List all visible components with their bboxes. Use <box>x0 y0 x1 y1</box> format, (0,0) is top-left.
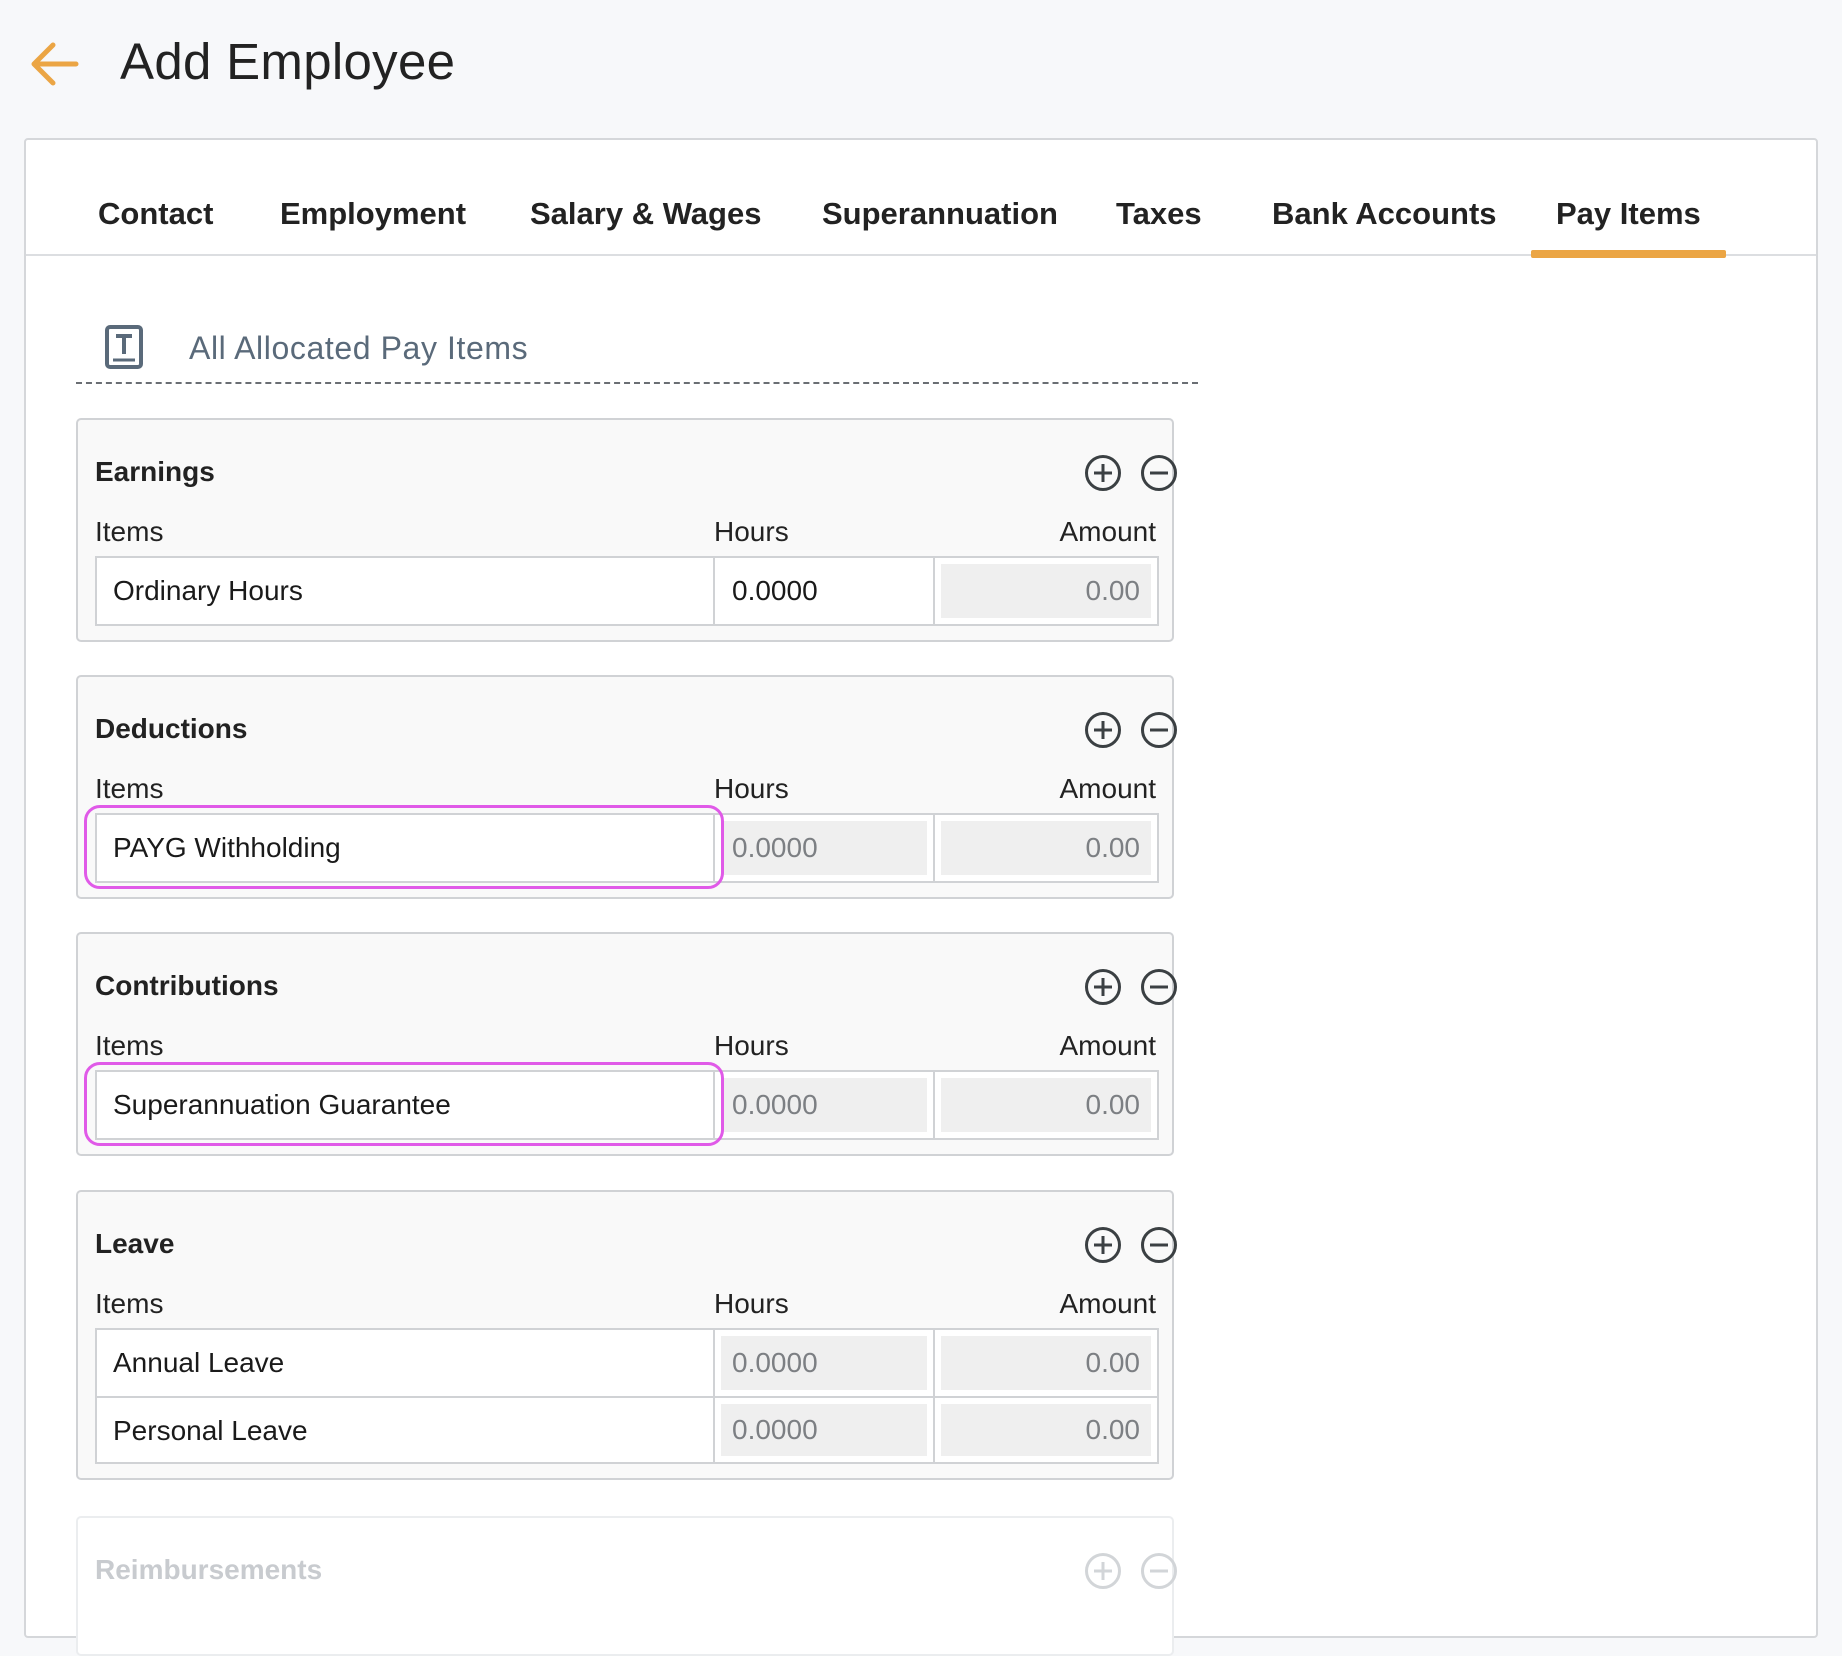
amount-cell <box>935 1072 1157 1138</box>
remove-deduction-icon[interactable] <box>1140 711 1178 749</box>
amount-column-header: Amount <box>1059 1288 1157 1319</box>
amount-input <box>941 564 1151 618</box>
hours-column-header: Hours <box>714 773 789 804</box>
tab-bank-accounts[interactable]: Bank Accounts <box>1272 196 1497 231</box>
add-reimbursement-icon[interactable] <box>1084 1552 1122 1590</box>
add-deduction-icon[interactable] <box>1084 711 1122 749</box>
item-name[interactable]: Ordinary Hours <box>97 558 715 624</box>
item-name[interactable]: Annual Leave <box>97 1330 715 1396</box>
amount-input <box>941 1404 1151 1456</box>
items-column-header: Items <box>95 1030 164 1061</box>
back-button[interactable] <box>28 38 84 90</box>
panel-title: Contributions <box>95 970 279 1001</box>
item-name[interactable]: PAYG Withholding <box>97 815 715 881</box>
amount-column-header: Amount <box>1059 1030 1157 1061</box>
hours-cell <box>715 815 935 881</box>
panel-title: Earnings <box>95 456 215 487</box>
tab-pay-items[interactable]: Pay Items <box>1531 196 1726 258</box>
hours-cell <box>715 558 935 624</box>
table-row: PAYG Withholding <box>97 815 1157 881</box>
amount-cell <box>935 1330 1157 1396</box>
table-row: Personal Leave <box>97 1396 1157 1462</box>
amount-input <box>941 821 1151 875</box>
tab-taxes[interactable]: Taxes <box>1116 196 1202 231</box>
hours-input <box>721 1404 927 1456</box>
contributions-rows: Superannuation Guarantee <box>95 1070 1159 1140</box>
tab-employment[interactable]: Employment <box>280 196 467 231</box>
table-row: Superannuation Guarantee <box>97 1072 1157 1138</box>
arrow-left-icon <box>31 42 79 86</box>
remove-reimbursement-icon[interactable] <box>1140 1552 1178 1590</box>
top-bar: Add Employee <box>0 0 1842 130</box>
amount-input <box>941 1078 1151 1132</box>
amount-column-header: Amount <box>1059 773 1157 804</box>
leave-rows: Annual Leave Personal Leave <box>95 1328 1159 1464</box>
hours-column-header: Hours <box>714 516 789 547</box>
tab-salary-wages[interactable]: Salary & Wages <box>530 196 762 231</box>
hours-column-header: Hours <box>714 1288 789 1319</box>
panel-title: Reimbursements <box>95 1554 323 1585</box>
item-name[interactable]: Personal Leave <box>97 1398 715 1462</box>
hours-input <box>721 821 927 875</box>
panel-title: Leave <box>95 1228 175 1259</box>
add-leave-icon[interactable] <box>1084 1226 1122 1264</box>
text-box-icon <box>105 325 143 369</box>
hours-input[interactable] <box>721 564 927 618</box>
remove-earning-icon[interactable] <box>1140 454 1178 492</box>
table-row: Ordinary Hours <box>97 558 1157 624</box>
tab-bar: Contact Employment Salary & Wages Supera… <box>26 140 1816 258</box>
hours-cell <box>715 1330 935 1396</box>
hours-input <box>721 1078 927 1132</box>
deductions-rows: PAYG Withholding <box>95 813 1159 883</box>
items-column-header: Items <box>95 773 164 804</box>
tab-contact[interactable]: Contact <box>98 196 214 231</box>
section-header: All Allocated Pay Items <box>76 318 1198 384</box>
page-title: Add Employee <box>120 33 456 90</box>
add-earning-icon[interactable] <box>1084 454 1122 492</box>
deductions-panel: Deductions Items Hours Amount PAYG Withh… <box>76 675 1177 899</box>
contributions-panel: Contributions Items Hours Amount Superan… <box>76 932 1177 1156</box>
hours-input <box>721 1336 927 1390</box>
amount-cell <box>935 815 1157 881</box>
section-title: All Allocated Pay Items <box>189 330 529 366</box>
amount-cell <box>935 1398 1157 1462</box>
hours-column-header: Hours <box>714 1030 789 1061</box>
add-contribution-icon[interactable] <box>1084 968 1122 1006</box>
amount-column-header: Amount <box>1059 516 1157 547</box>
remove-contribution-icon[interactable] <box>1140 968 1178 1006</box>
employee-form-card: Contact Employment Salary & Wages Supera… <box>24 138 1818 1656</box>
hours-cell <box>715 1398 935 1462</box>
remove-leave-icon[interactable] <box>1140 1226 1178 1264</box>
items-column-header: Items <box>95 516 164 547</box>
amount-input <box>941 1336 1151 1390</box>
items-column-header: Items <box>95 1288 164 1319</box>
item-name[interactable]: Superannuation Guarantee <box>97 1072 715 1138</box>
amount-cell <box>935 558 1157 624</box>
reimbursements-panel: Reimbursements <box>76 1516 1177 1656</box>
earnings-rows: Ordinary Hours <box>95 556 1159 626</box>
hours-cell <box>715 1072 935 1138</box>
table-row: Annual Leave <box>97 1330 1157 1396</box>
tab-superannuation[interactable]: Superannuation <box>822 196 1058 231</box>
leave-panel: Leave Items Hours Amount Annual Leave Pe <box>76 1190 1177 1480</box>
panel-title: Deductions <box>95 713 248 744</box>
earnings-panel: Earnings Items Hours Amount Ordinary Hou… <box>76 418 1177 642</box>
